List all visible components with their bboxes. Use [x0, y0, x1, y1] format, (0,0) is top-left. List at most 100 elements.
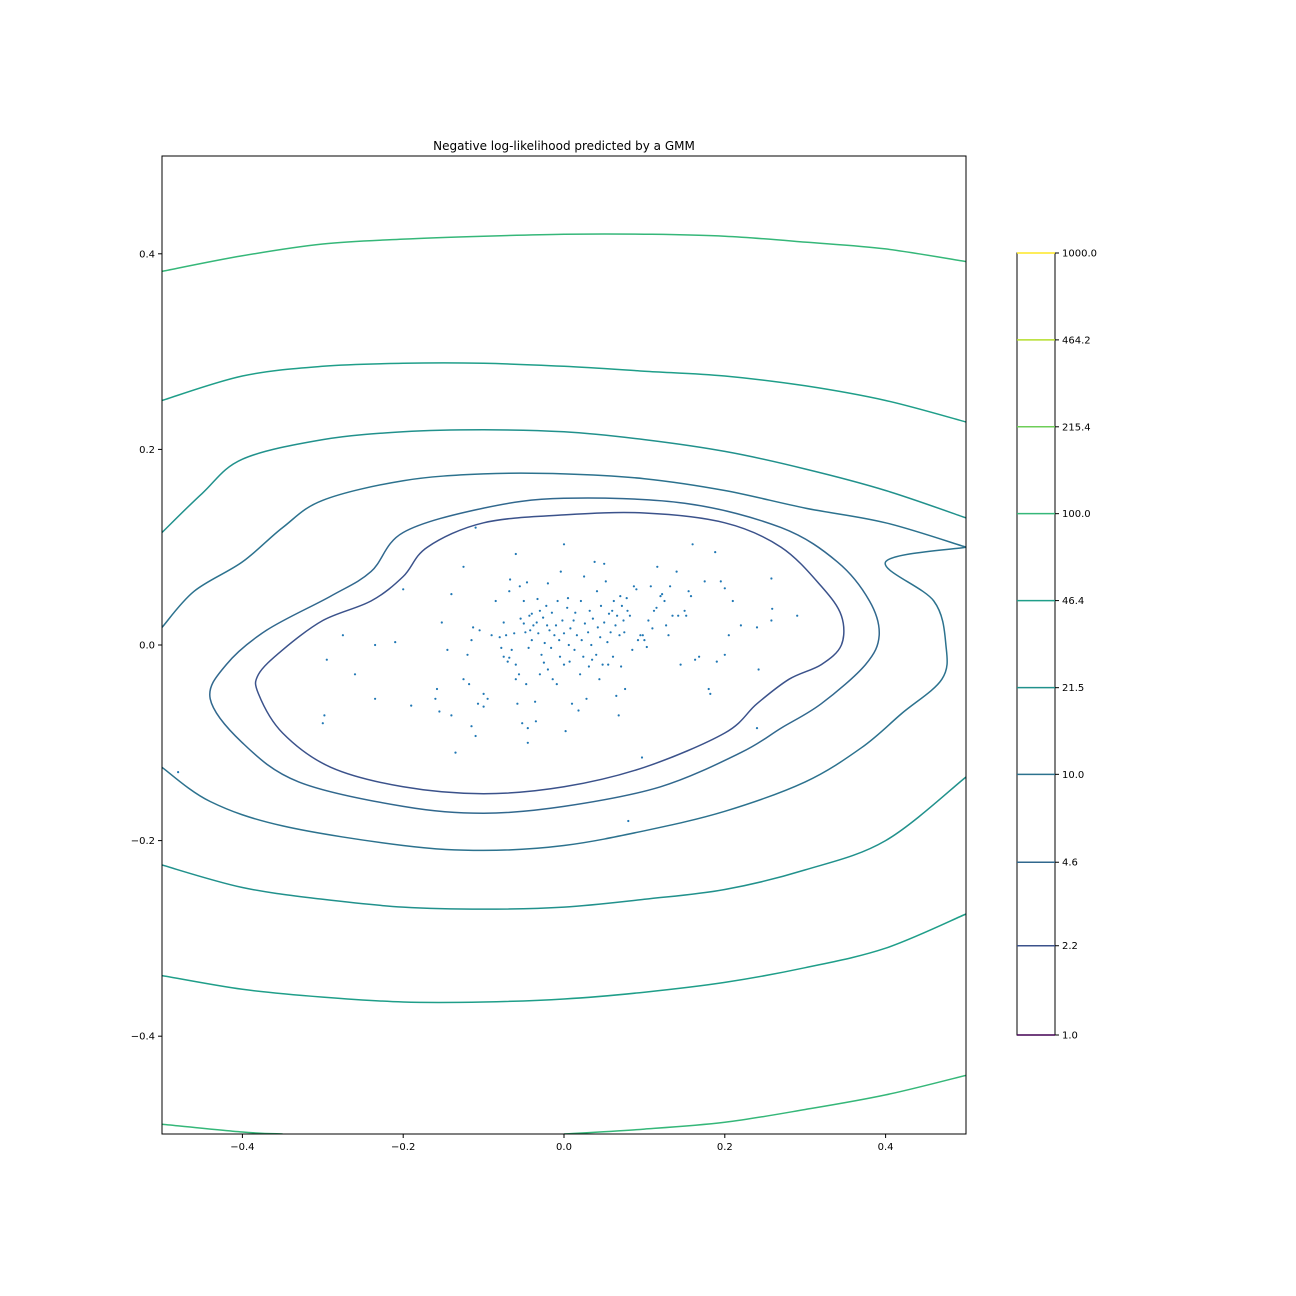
colorbar-tick-label: 4.6 [1062, 858, 1078, 869]
colorbar-tick-label: 1000.0 [1062, 249, 1097, 260]
colorbar-tick-label: 46.4 [1062, 596, 1084, 607]
scatter-point [591, 658, 594, 661]
scatter-point [739, 624, 743, 627]
scatter-point [580, 639, 583, 642]
scatter-point [723, 587, 726, 590]
scatter-point [490, 634, 493, 637]
scatter-point [566, 606, 569, 609]
scatter-point [341, 634, 344, 637]
scatter-point [476, 702, 480, 705]
scatter-point [632, 585, 636, 588]
contour-line-level-100.0 [162, 233, 966, 273]
scatter-point [641, 634, 644, 637]
scatter-point [530, 639, 533, 642]
scatter-point [625, 597, 628, 600]
colorbar-tick-label: 215.4 [1062, 422, 1091, 433]
colorbar-tick-label: 10.0 [1062, 770, 1084, 781]
scatter-point [606, 641, 609, 644]
scatter-point [669, 585, 672, 588]
scatter-point [582, 655, 585, 658]
colorbar-tick-label: 464.2 [1062, 335, 1091, 346]
scatter-point [667, 634, 670, 637]
scatter-point [470, 639, 473, 642]
scatter-point [494, 599, 497, 603]
scatter-point [446, 648, 449, 652]
scatter-point [665, 624, 668, 627]
scatter-point [450, 714, 453, 717]
contour-line-level-46.4 [162, 913, 966, 1004]
scatter-point [587, 665, 591, 668]
scatter-point [394, 641, 397, 644]
scatter-point [502, 621, 505, 624]
scatter-point [450, 593, 453, 596]
scatter-point [527, 646, 530, 650]
scatter-point [537, 632, 540, 635]
scatter-point [604, 580, 607, 583]
scatter-point [635, 588, 638, 591]
scatter-point [611, 655, 615, 658]
scatter-point [468, 683, 471, 686]
scatter-point [177, 771, 180, 774]
scatter-point [542, 616, 545, 619]
scatter-point [516, 702, 519, 705]
scatter-point [607, 612, 611, 615]
scatter-point [675, 570, 678, 573]
y-tick-label: −0.4 [131, 1032, 155, 1043]
scatter-point [715, 660, 718, 663]
scatter-point [601, 663, 604, 666]
scatter-point [550, 646, 553, 650]
scatter-point [574, 611, 577, 614]
scatter-point [564, 730, 567, 733]
scatter-point [410, 704, 413, 707]
scatter-point [438, 710, 441, 713]
scatter-point [562, 543, 566, 546]
scatter-point [628, 614, 632, 617]
scatter-point [615, 694, 618, 698]
scatter-point [374, 697, 377, 700]
scatter-point [611, 609, 614, 612]
scatter-point [462, 565, 465, 568]
colorbar-tick-label: 1.0 [1062, 1031, 1078, 1042]
scatter-point [570, 702, 574, 705]
scatter-point [661, 593, 664, 596]
scatter-point [651, 627, 654, 630]
scatter-point [691, 543, 694, 546]
scatter-point [482, 705, 485, 708]
scatter-point [677, 614, 680, 617]
scatter-point [770, 619, 773, 622]
scatter-point [325, 658, 328, 661]
y-axis: −0.4 −0.2 0.0 0.2 0.4 [131, 249, 162, 1043]
scatter-point [528, 614, 531, 617]
scatter-point [562, 632, 566, 635]
scatter-point [546, 624, 549, 627]
scatter-point [472, 626, 475, 629]
y-tick-label: 0.2 [139, 445, 155, 456]
scatter-point [498, 636, 501, 639]
scatter-point [598, 678, 601, 681]
scatter-point [573, 648, 576, 652]
scatter-point [567, 643, 570, 647]
scatter-point [526, 741, 529, 744]
x-tick-label: −0.2 [391, 1142, 415, 1153]
scatter-point [683, 609, 686, 612]
scatter-point [478, 629, 481, 632]
scatter-point [546, 582, 550, 585]
scatter-point [612, 599, 615, 603]
scatter-point [627, 819, 630, 823]
scatter-point [626, 609, 629, 612]
colorbar: 1.0 2.2 4.6 10.0 21.5 46.4 100.0 215.4 464.2 1000… [1016, 249, 1097, 1042]
scatter-point [727, 634, 730, 637]
scatter-point [685, 614, 688, 617]
scatter-point [703, 580, 706, 583]
scatter-point [694, 658, 697, 661]
colorbar-tick-label: 100.0 [1062, 509, 1091, 520]
scatter-point [510, 648, 513, 652]
scatter-point [323, 714, 326, 717]
scatter-point [525, 683, 528, 686]
scatter-point [617, 714, 620, 717]
scatter-point [619, 595, 622, 598]
scatter-point [524, 631, 527, 634]
scatter-point [553, 634, 556, 637]
scatter-point [554, 624, 558, 627]
scatter-point [542, 661, 546, 664]
